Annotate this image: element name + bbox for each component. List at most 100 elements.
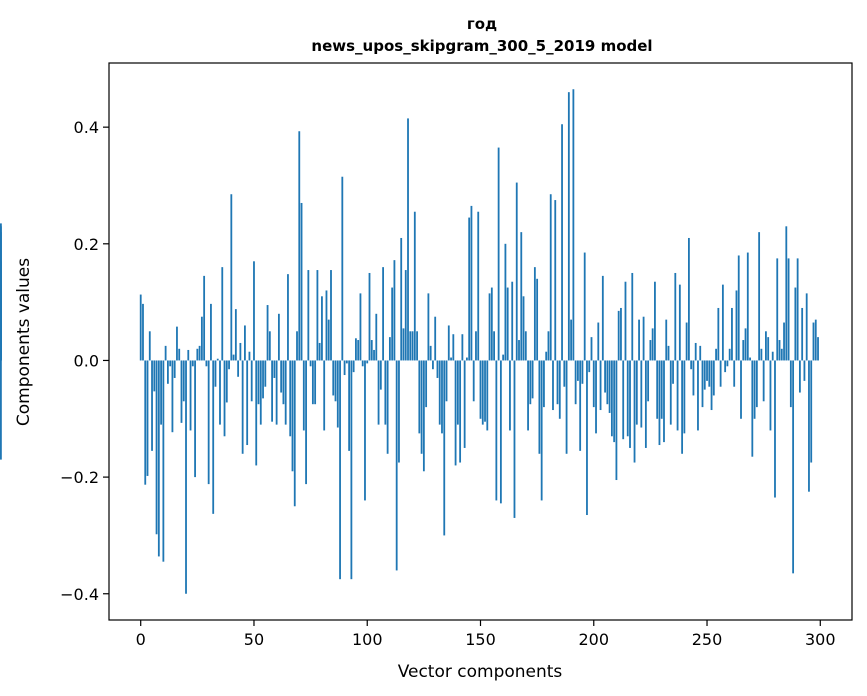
bar-component-102 (370, 340, 373, 361)
bar-component-53 (259, 360, 262, 425)
bar-component-10 (162, 360, 165, 562)
bar-component-187 (563, 360, 566, 387)
bar-component-174 (533, 267, 536, 361)
bar-component-94 (352, 360, 355, 373)
bar-component-29 (205, 360, 208, 367)
bar-component-49 (250, 360, 253, 402)
bar-component-233 (667, 345, 670, 361)
bar-component-276 (765, 331, 767, 361)
bar-component-223 (644, 360, 647, 448)
bar-component-37 (223, 360, 226, 437)
bar-component-38 (225, 360, 228, 403)
bar-component-28 (203, 275, 206, 361)
bar-component-72 (302, 360, 305, 431)
bar-component-189 (567, 92, 570, 361)
bar-component-149 (477, 211, 480, 361)
bar-component-45 (241, 360, 244, 454)
y-axis-ticks: −0.4 −0.2 0.0 0.2 0.4 (60, 118, 109, 604)
bar-component-141 (459, 360, 462, 463)
bar-component-221 (640, 360, 643, 428)
bar-component-100 (366, 360, 369, 364)
bar-component-260 (728, 348, 731, 361)
bar-component-162 (506, 287, 509, 361)
bar-component-292 (801, 307, 804, 361)
bar-component-15 (173, 360, 176, 378)
bar-component-125 (422, 360, 425, 472)
bar-component-68 (293, 360, 296, 507)
bar-component-123 (418, 360, 421, 434)
bar-component-117 (404, 270, 407, 361)
bar-component-40 (230, 194, 233, 361)
bar-component-291 (798, 360, 801, 393)
bar-component-66 (289, 360, 292, 437)
bar-component-60 (275, 360, 278, 425)
bar-component-42 (234, 309, 237, 361)
x-tick-label: 200 (578, 630, 609, 649)
bar-component-11 (164, 345, 167, 361)
bar-component-227 (654, 281, 656, 361)
bar-component-112 (393, 260, 396, 361)
y-tick-label: −0.2 (60, 468, 99, 487)
bar-component-143 (463, 360, 466, 448)
bar-component-107 (382, 267, 384, 361)
x-tick-label: 50 (244, 630, 264, 649)
bar-component-82 (325, 290, 328, 361)
bar-component-144 (466, 357, 468, 361)
chart-subtitle: news_upos_skipgram_300_5_2019 model (311, 37, 652, 55)
bar-component-78 (316, 270, 319, 361)
bar-component-30 (207, 360, 210, 485)
bar-component-4 (148, 331, 151, 361)
bar-component-244 (692, 360, 695, 396)
bar-component-235 (672, 360, 674, 384)
bar-component-257 (721, 284, 724, 361)
bar-component-271 (753, 360, 756, 419)
x-tick-label: 150 (465, 630, 496, 649)
bar-component-undefined (0, 360, 2, 460)
bar-component-57 (268, 331, 271, 361)
bar-component-237 (676, 360, 679, 431)
bar-component-188 (565, 360, 568, 454)
bar-component-83 (327, 319, 330, 361)
bar-component-201 (595, 360, 597, 434)
bar-component-225 (649, 340, 652, 361)
x-tick-label: 250 (692, 630, 723, 649)
bar-component-205 (604, 360, 606, 393)
bar-component-119 (409, 331, 412, 361)
x-axis-label: Vector components (398, 662, 563, 682)
bar-component-16 (176, 326, 178, 361)
bar-component-65 (287, 274, 289, 361)
bars-group (0, 89, 819, 594)
bar-component-234 (669, 360, 672, 425)
bar-component-74 (307, 270, 310, 361)
bar-component-248 (701, 360, 704, 408)
bar-component-246 (697, 360, 699, 431)
bar-component-80 (321, 296, 323, 361)
bar-component-135 (445, 360, 448, 402)
bar-component-261 (731, 307, 733, 361)
bar-component-296 (810, 360, 813, 463)
bar-component-200 (592, 360, 595, 408)
bar-component-151 (481, 360, 484, 425)
y-tick-label: −0.4 (60, 585, 99, 604)
bar-component-217 (631, 272, 634, 361)
bar-component-253 (712, 360, 715, 396)
bar-component-114 (398, 360, 400, 463)
bar-component-242 (688, 237, 690, 361)
bar-component-209 (613, 360, 616, 443)
bar-component-128 (429, 345, 432, 361)
bar-component-265 (740, 360, 742, 419)
bar-component-161 (504, 243, 507, 361)
bar-component-222 (642, 316, 645, 361)
bar-component-95 (355, 338, 357, 361)
bar-component-62 (280, 360, 283, 393)
bar-component-258 (724, 360, 727, 373)
bar-component-87 (336, 360, 339, 428)
bar-component-97 (359, 293, 362, 361)
bar-component-14 (171, 360, 174, 433)
bar-component-220 (638, 319, 640, 361)
bar-component-208 (610, 360, 613, 437)
bar-component-126 (425, 360, 428, 408)
bar-component-186 (561, 124, 563, 361)
bar-component-232 (665, 319, 668, 361)
bar-component-157 (495, 360, 498, 501)
